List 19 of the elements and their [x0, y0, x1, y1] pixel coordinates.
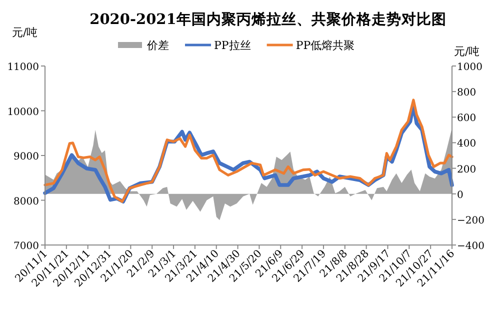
y2-tick-label: 600 [457, 113, 476, 124]
y-tick-label: 10000 [7, 106, 39, 118]
y-tick-label: 9000 [14, 152, 39, 162]
y2-axis-title: 元/吨 [454, 45, 480, 58]
legend-label: 价差 [146, 39, 169, 52]
legend-label: PP拉丝 [214, 39, 251, 52]
y2-tick-label: 200 [457, 164, 476, 176]
y2-tick-label: 400 [457, 138, 476, 150]
chart-title: 2020-2021年国内聚丙烯拉丝、共聚价格走势对比图 [90, 11, 446, 28]
y2-tick-label: −400 [457, 241, 484, 252]
y-tick-label: 8000 [14, 196, 39, 208]
y2-tick-label: 0 [457, 190, 464, 201]
y-tick-label: 7000 [14, 241, 39, 252]
y2-tick-label: −200 [457, 215, 484, 226]
legend-label: PP低熔共聚 [296, 39, 355, 52]
y2-tick-label: 800 [457, 88, 476, 99]
y-tick-label: 11000 [7, 62, 39, 73]
y2-tick-label: 1000 [457, 62, 482, 73]
y-axis-title: 元/吨 [12, 26, 38, 39]
